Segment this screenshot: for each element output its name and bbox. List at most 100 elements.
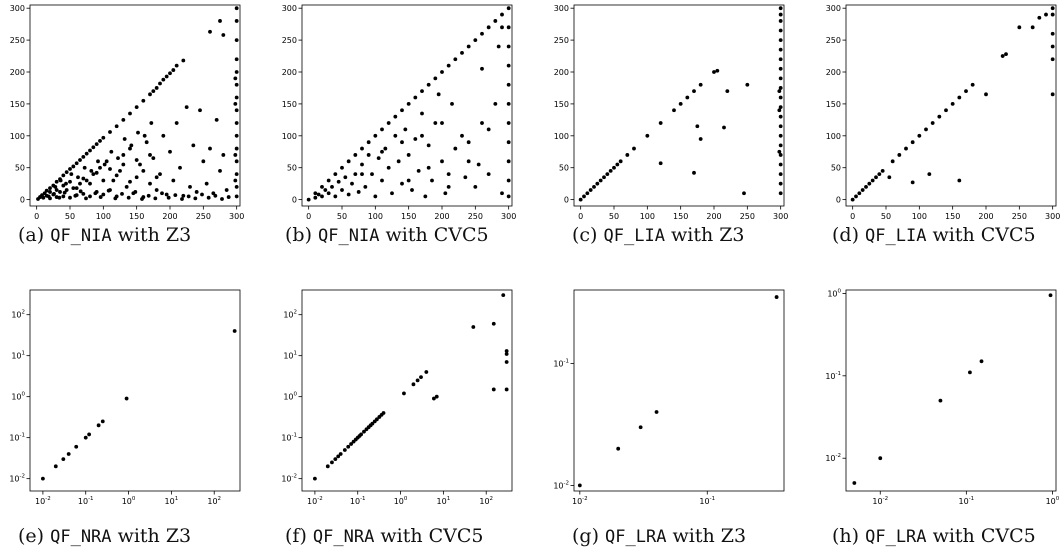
data-point <box>778 191 783 196</box>
data-point <box>118 169 122 173</box>
data-point <box>166 195 171 200</box>
data-point <box>234 108 239 113</box>
data-point <box>506 6 511 11</box>
data-point <box>964 89 968 94</box>
data-point <box>424 370 429 374</box>
y-tick-label: 250 <box>554 36 569 45</box>
data-point <box>320 184 324 189</box>
data-point <box>383 146 388 151</box>
data-point <box>602 175 606 180</box>
data-point <box>61 457 66 462</box>
y-tick-label: 50 <box>287 164 297 173</box>
data-point <box>158 81 162 86</box>
data-point <box>74 186 79 191</box>
plot-frame <box>301 4 513 207</box>
data-point <box>100 419 105 424</box>
data-point <box>164 192 169 197</box>
data-point <box>745 82 750 87</box>
data-point <box>413 137 418 141</box>
data-point <box>1050 6 1055 11</box>
data-point <box>114 124 119 129</box>
data-point <box>68 167 72 171</box>
plot-frame <box>301 289 513 492</box>
data-point <box>370 172 374 176</box>
data-point <box>64 181 68 186</box>
x-tick-label: 100 <box>122 496 136 506</box>
x-tick-label: 250 <box>468 212 483 221</box>
data-point <box>944 108 948 113</box>
x-tick-label: 10-1 <box>78 496 94 506</box>
plot-frame <box>573 289 785 492</box>
data-point <box>340 165 344 170</box>
data-point <box>904 146 908 151</box>
data-point <box>121 117 126 122</box>
y-tick-label: 150 <box>826 100 841 109</box>
data-point <box>122 137 127 141</box>
data-point <box>416 169 421 173</box>
data-point <box>1050 12 1055 17</box>
x-tick-label: 200 <box>162 212 177 221</box>
data-point <box>473 184 478 189</box>
data-point <box>346 444 351 449</box>
data-point <box>473 38 478 42</box>
data-point <box>778 28 783 33</box>
data-point <box>984 92 988 97</box>
x-tick-label: 300 <box>501 212 516 221</box>
data-point <box>393 133 398 138</box>
data-point <box>380 178 384 183</box>
data-point <box>440 121 444 125</box>
data-point <box>204 181 209 186</box>
x-tick-label: 100 <box>96 212 111 221</box>
data-point <box>64 188 69 192</box>
data-point <box>42 191 47 196</box>
y-tick-label: 100 <box>10 132 25 141</box>
data-point <box>612 165 616 170</box>
data-point <box>173 193 178 198</box>
y-tick-label: 200 <box>554 68 569 77</box>
data-point <box>53 464 58 469</box>
data-point <box>778 12 783 17</box>
data-point <box>346 192 351 197</box>
data-point <box>381 411 386 415</box>
data-point <box>104 159 109 164</box>
data-point <box>406 153 411 157</box>
data-point <box>234 95 239 100</box>
x-tick-label: 250 <box>740 212 755 221</box>
data-point <box>91 172 96 176</box>
caption-logic: QF_LRA <box>605 527 667 547</box>
data-point <box>108 130 112 134</box>
data-point <box>128 111 132 116</box>
data-point <box>415 378 420 383</box>
data-point <box>234 82 239 87</box>
data-point <box>443 191 448 196</box>
data-point <box>1050 57 1055 62</box>
caption-solver: with Z3 <box>664 224 745 246</box>
data-point <box>466 44 471 49</box>
x-tick-label: 10-2 <box>35 496 51 506</box>
data-point <box>124 396 129 401</box>
data-point <box>148 92 152 97</box>
data-point <box>151 89 156 94</box>
data-point <box>96 423 101 428</box>
y-tick-label: 10-2 <box>825 453 841 463</box>
data-point <box>460 50 464 55</box>
x-tick-label: 300 <box>229 212 244 221</box>
data-point <box>94 142 99 147</box>
data-point <box>140 197 144 201</box>
data-point <box>400 181 404 186</box>
data-point <box>504 349 509 353</box>
data-point <box>938 398 943 403</box>
data-point <box>213 193 218 198</box>
y-tick-label: 50 <box>15 164 25 173</box>
x-tick-label: 50 <box>65 212 75 221</box>
data-point <box>124 184 129 189</box>
data-point <box>491 387 496 392</box>
data-point <box>480 66 484 71</box>
data-point <box>778 66 783 71</box>
data-point <box>363 184 368 189</box>
data-point <box>154 175 159 180</box>
data-point <box>133 190 138 194</box>
x-tick-label: 100 <box>368 212 383 221</box>
data-point <box>595 181 600 186</box>
data-point <box>506 44 511 49</box>
